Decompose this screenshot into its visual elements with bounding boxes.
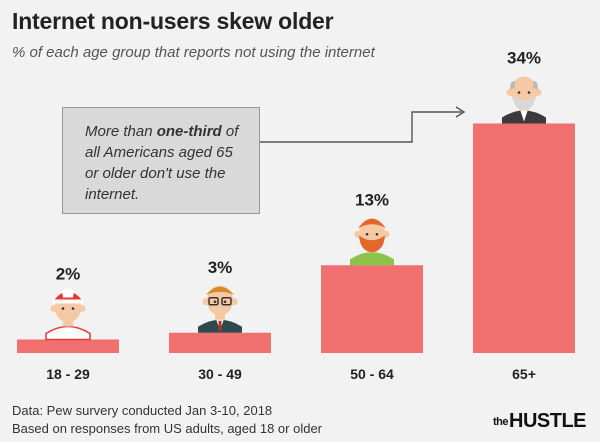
category-label: 18 - 29 bbox=[46, 366, 90, 382]
brand-big: HUSTLE bbox=[509, 410, 587, 432]
old-man-icon bbox=[502, 76, 546, 124]
bar-65- bbox=[473, 123, 575, 353]
callout-prefix: More than bbox=[85, 123, 157, 140]
category-label: 50 - 64 bbox=[350, 366, 394, 382]
source-line-2: Based on responses from US adults, aged … bbox=[12, 421, 323, 436]
brand-small: the bbox=[493, 416, 509, 428]
callout-rest: of all Americans aged 65 or older don't … bbox=[85, 123, 239, 203]
value-label: 2% bbox=[56, 265, 81, 284]
value-label: 3% bbox=[208, 258, 233, 277]
bar-18-29 bbox=[17, 339, 119, 353]
source-note: Data: Pew survery conducted Jan 3-10, 20… bbox=[12, 402, 322, 438]
category-label: 65+ bbox=[512, 366, 536, 382]
page-subtitle: % of each age group that reports not usi… bbox=[12, 44, 375, 61]
value-label: 13% bbox=[355, 190, 389, 209]
callout-box: More than one-third of all Americans age… bbox=[62, 107, 260, 214]
value-label: 34% bbox=[507, 49, 541, 68]
man-glasses-icon bbox=[198, 285, 242, 333]
arrow-icon bbox=[260, 106, 466, 143]
category-label: 30 - 49 bbox=[198, 366, 242, 382]
source-line-1: Data: Pew survery conducted Jan 3-10, 20… bbox=[12, 403, 273, 418]
page-title: Internet non-users skew older bbox=[12, 8, 334, 34]
bearded-man-icon bbox=[350, 218, 394, 266]
young-man-cap-icon bbox=[45, 288, 91, 341]
bar-30-49 bbox=[169, 332, 271, 353]
brand-logo: theHUSTLE bbox=[493, 410, 587, 433]
bar-50-64 bbox=[321, 265, 423, 353]
callout-bold: one-third bbox=[156, 123, 222, 140]
